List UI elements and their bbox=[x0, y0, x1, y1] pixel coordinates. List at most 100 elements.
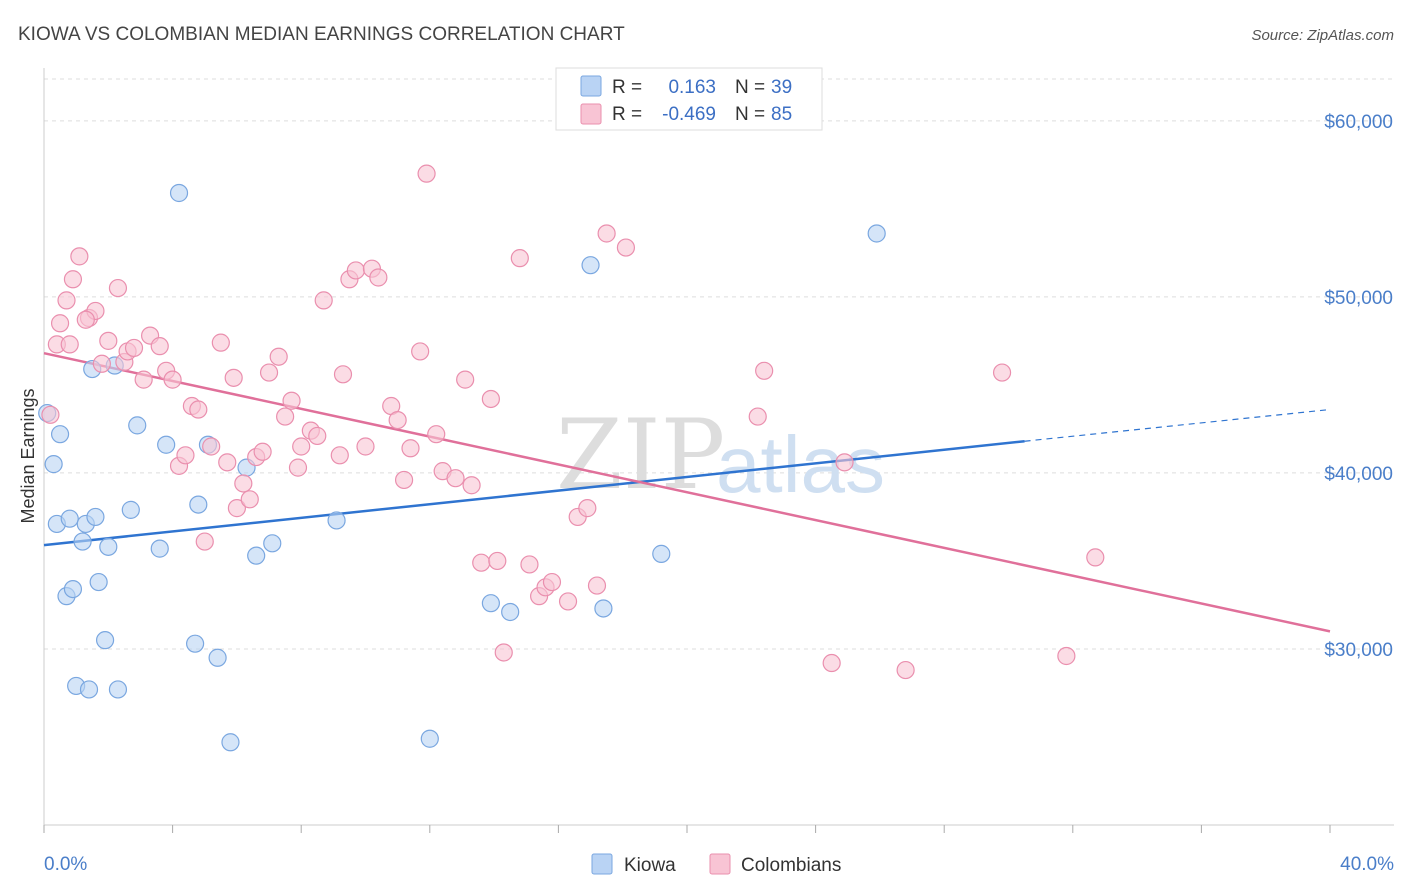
colombians-point bbox=[542, 572, 562, 592]
colombians-point bbox=[224, 368, 243, 387]
colombians-point bbox=[227, 499, 246, 518]
y-axis-label: Median Earnings bbox=[18, 388, 38, 523]
series-legend: Kiowa Colombians bbox=[591, 853, 841, 876]
x-tick-label-max: 40.0% bbox=[1340, 854, 1394, 875]
colombians-point bbox=[330, 446, 349, 465]
colombians-point bbox=[202, 437, 221, 456]
legend-n-value-kiowa: 39 bbox=[771, 77, 792, 98]
legend-n-value-colombians: 85 bbox=[771, 104, 792, 125]
colombians-point bbox=[597, 224, 616, 243]
colombians-point bbox=[333, 365, 353, 384]
grid-layer bbox=[44, 78, 1394, 650]
colombians-point bbox=[108, 278, 128, 298]
colombians-point bbox=[288, 458, 308, 477]
kiowa-point bbox=[581, 256, 600, 275]
colombians-point bbox=[292, 437, 311, 456]
chart-source: Source: ZipAtlas.com bbox=[1251, 27, 1394, 44]
kiowa-point bbox=[150, 539, 169, 558]
colombians-point bbox=[76, 310, 95, 329]
kiowa-point bbox=[186, 634, 205, 653]
y-tick-label: $30,000 bbox=[1324, 640, 1393, 661]
colombians-point bbox=[99, 331, 118, 350]
kiowa-point bbox=[327, 511, 346, 530]
kiowa-point bbox=[221, 733, 240, 752]
colombians-point bbox=[195, 532, 214, 551]
kiowa-point bbox=[867, 224, 886, 243]
legend-n-label-kiowa: N = bbox=[735, 77, 765, 98]
colombians-point bbox=[835, 453, 854, 472]
colombians-point bbox=[510, 249, 529, 268]
kiowa-point bbox=[63, 579, 83, 599]
kiowa-point bbox=[247, 546, 266, 565]
colombians-point bbox=[388, 410, 407, 430]
kiowa-point bbox=[189, 495, 208, 514]
kiowa-point bbox=[128, 416, 147, 435]
colombians-point bbox=[1086, 548, 1105, 567]
colombians-point bbox=[369, 268, 388, 287]
kiowa-point bbox=[95, 631, 115, 650]
colombians-point bbox=[259, 363, 279, 382]
colombians-point bbox=[314, 291, 333, 310]
kiowa-point bbox=[79, 680, 99, 699]
colombians-point bbox=[587, 576, 607, 595]
colombians-point bbox=[520, 555, 539, 574]
watermark: ZIP atlas bbox=[556, 399, 885, 511]
kiowa-point bbox=[594, 599, 613, 618]
colombians-point bbox=[70, 247, 89, 266]
colombians-point bbox=[124, 338, 144, 358]
kiowa-point bbox=[263, 534, 282, 553]
colombians-point bbox=[446, 469, 465, 488]
colombians-point bbox=[558, 592, 578, 611]
y-tick-label: $50,000 bbox=[1324, 288, 1393, 309]
colombians-point bbox=[488, 551, 507, 571]
colombians-point bbox=[578, 499, 597, 518]
colombians-point bbox=[356, 437, 375, 456]
colombians-point bbox=[234, 474, 253, 493]
kiowa-point bbox=[50, 425, 70, 444]
colombians-point bbox=[308, 426, 327, 446]
colombians-point bbox=[417, 164, 436, 183]
colombians-point bbox=[240, 490, 259, 509]
colombians-point bbox=[472, 553, 491, 572]
kiowa-point bbox=[208, 648, 227, 667]
colombians-point bbox=[163, 370, 182, 389]
colombians-point bbox=[269, 347, 288, 366]
kiowa-point bbox=[420, 729, 439, 748]
kiowa-point bbox=[501, 602, 520, 622]
correlation-legend: R = 0.163 N = 39 R = -0.469 N = 85 bbox=[555, 67, 823, 131]
legend-n-label-colombians: N = bbox=[735, 104, 765, 125]
colombians-point bbox=[896, 660, 915, 680]
y-tick-label: $60,000 bbox=[1324, 112, 1393, 133]
colombians-point bbox=[411, 342, 430, 361]
colombians-point bbox=[282, 391, 301, 410]
colombians-point bbox=[63, 270, 83, 289]
colombians-point bbox=[401, 439, 420, 458]
axis-layer: $30,000 $40,000 $50,000 $60,000 0.0% 40.0% bbox=[43, 68, 1394, 875]
kiowa-point bbox=[60, 509, 79, 528]
colombians-point bbox=[1057, 646, 1076, 666]
colombians-point bbox=[822, 653, 841, 673]
colombians-point bbox=[211, 333, 230, 352]
kiowa-point bbox=[73, 532, 92, 551]
x-tick-label-min: 0.0% bbox=[44, 854, 87, 875]
watermark-zip: ZIP bbox=[556, 399, 725, 511]
y-tick-label: $40,000 bbox=[1324, 464, 1393, 485]
legend-swatch-colombians bbox=[580, 103, 602, 125]
colombians-point bbox=[427, 425, 446, 444]
colombians-point bbox=[481, 389, 500, 409]
colombians-point bbox=[748, 407, 767, 426]
kiowa-point bbox=[481, 594, 500, 613]
trend-layer bbox=[43, 351, 1331, 633]
series-legend-swatch-colombians bbox=[709, 853, 731, 875]
legend-swatch-kiowa bbox=[580, 75, 602, 97]
colombians-point bbox=[41, 405, 60, 424]
legend-r-label-kiowa: R = bbox=[612, 77, 642, 98]
series-legend-kiowa: Kiowa bbox=[624, 855, 676, 876]
kiowa-trend-line-extension bbox=[1024, 408, 1331, 442]
kiowa-point bbox=[108, 680, 128, 699]
colombians-point bbox=[494, 643, 513, 662]
colombians-point bbox=[456, 370, 475, 389]
kiowa-trend-line bbox=[43, 439, 1025, 547]
kiowa-point bbox=[44, 455, 63, 474]
